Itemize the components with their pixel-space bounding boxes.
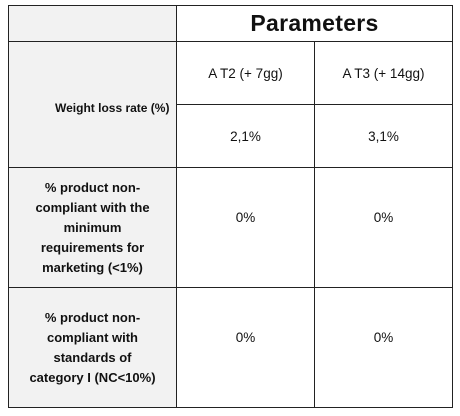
row-label-line: % product non- [44, 179, 141, 195]
row-label-line: standards of [53, 349, 132, 365]
row-label-weight-loss: Weight loss rate (%) [8, 41, 177, 168]
row-label-line: % product non- [44, 309, 141, 325]
title-row: Parameters [8, 5, 453, 42]
table-row: % product non- compliant with the minimu… [8, 167, 453, 288]
marketing-t2-value: 0% [176, 167, 315, 288]
row-label-line: compliant with the [35, 199, 150, 215]
category-i-t3-value: 0% [314, 287, 453, 408]
marketing-t3-value: 0% [314, 167, 453, 288]
table-title: Parameters [176, 5, 453, 42]
weight-loss-t2-value: 2,1% [176, 104, 315, 168]
row-label-line: marketing (<1%) [42, 259, 143, 275]
table-row: 2,1% 3,1% [9, 104, 453, 168]
row-label-line: category I (NC<10%) [29, 369, 156, 385]
category-i-t2-value: 0% [176, 287, 315, 408]
weight-loss-t3-value: 3,1% [314, 104, 453, 168]
parameters-table: Parameters Weight loss rate (%) A T2 (+ … [8, 5, 453, 408]
row-label-text: Weight loss rate (%) [55, 100, 170, 115]
table-row: % product non- compliant with standards … [8, 287, 453, 408]
row-label-marketing: % product non- compliant with the minimu… [8, 167, 177, 288]
column-header-t3: A T3 (+ 14gg) [314, 41, 453, 105]
corner-cell [8, 5, 177, 42]
column-header-t2: A T2 (+ 7gg) [176, 41, 315, 105]
row-label-line: requirements for [40, 239, 145, 255]
row-label-category-i: % product non- compliant with standards … [8, 287, 177, 408]
row-label-line: compliant with [47, 329, 138, 345]
row-label-line: minimum [63, 219, 122, 235]
column-header-row: Weight loss rate (%) A T2 (+ 7gg) A T3 (… [8, 41, 453, 168]
